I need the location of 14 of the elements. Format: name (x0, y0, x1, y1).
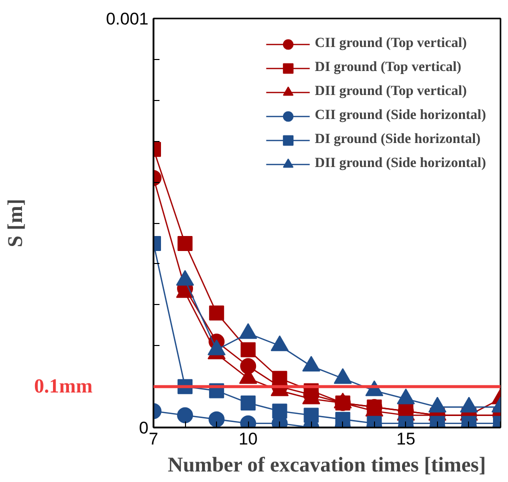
legend-label: DII ground (Side horizontal) (314, 155, 486, 173)
y-axis-title: S [m] (3, 198, 28, 248)
legend-label: DI ground (Side horizontal) (314, 131, 481, 149)
legend-label: DI ground (Top vertical) (314, 59, 462, 77)
ref-line-label: 0.1mm (34, 376, 93, 398)
x-tick-label: 7 (148, 430, 158, 448)
legend-label: CII ground (Side horizontal) (314, 107, 486, 125)
x-tick-label: 10 (238, 430, 258, 448)
y-tick-label: 0 (139, 418, 149, 438)
legend-label: CII ground (Top vertical) (314, 35, 467, 53)
x-axis-title: Number of excavation times [times] (168, 452, 486, 476)
legend-label: DII ground (Top vertical) (314, 83, 467, 101)
y-tick-label: 0.001 (106, 10, 149, 28)
x-tick-label: 15 (396, 430, 416, 448)
